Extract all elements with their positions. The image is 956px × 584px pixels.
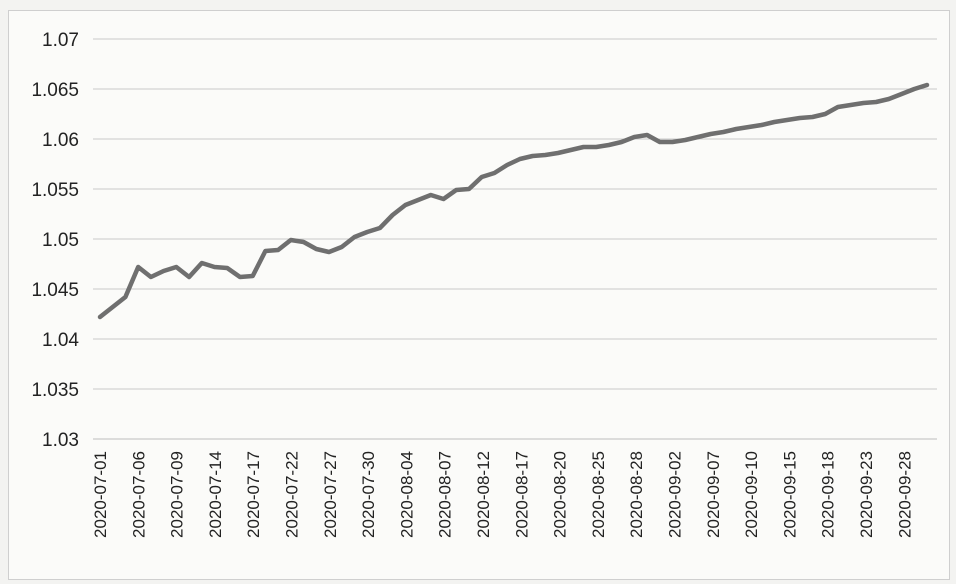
x-tick-label: 2020-09-10 [742, 451, 761, 538]
x-tick-label: 2020-07-14 [206, 451, 225, 538]
x-tick-label: 2020-09-18 [819, 451, 838, 538]
x-tick-label: 2020-08-07 [436, 451, 455, 538]
series-layer [97, 82, 930, 320]
x-tick-label: 2020-08-20 [551, 451, 570, 538]
x-tick-label: 2020-07-06 [129, 451, 148, 538]
y-tick-label: 1.03 [42, 430, 79, 451]
y-tick-label: 1.045 [31, 280, 79, 301]
line-chart: 1.07 1.065 1.06 1.055 1.05 1.045 1.04 1.035 1.03… [31, 30, 937, 538]
x-tick-label: 2020-08-04 [397, 451, 416, 538]
x-tick-label: 2020-07-27 [321, 451, 340, 538]
x-tick-label: 2020-09-15 [780, 451, 799, 538]
y-tick-label: 1.05 [42, 230, 79, 251]
x-axis-ticks: 2020-07-01 2020-07-06 2020-07-09 2020-07-14… [91, 451, 914, 538]
y-tick-label: 1.07 [42, 30, 79, 51]
x-tick-label: 2020-09-23 [857, 451, 876, 538]
x-tick-label: 2020-08-28 [627, 451, 646, 538]
x-tick-label: 2020-09-07 [704, 451, 723, 538]
gridlines [93, 38, 937, 390]
x-tick-label: 2020-09-02 [666, 451, 685, 538]
y-tick-label: 1.06 [42, 130, 79, 151]
y-tick-label: 1.055 [31, 180, 79, 201]
x-tick-label: 2020-09-28 [895, 451, 914, 538]
x-tick-label: 2020-08-25 [589, 451, 608, 538]
series-line [97, 82, 930, 320]
x-tick-label: 2020-07-01 [91, 451, 110, 538]
x-tick-label: 2020-08-12 [474, 451, 493, 538]
x-tick-label: 2020-07-09 [168, 451, 187, 538]
y-tick-label: 1.035 [31, 380, 79, 401]
x-tick-label: 2020-08-17 [512, 451, 531, 538]
y-axis-ticks: 1.07 1.065 1.06 1.055 1.05 1.045 1.04 1.035 1.03 [31, 30, 79, 451]
y-tick-label: 1.04 [42, 330, 79, 351]
y-tick-label: 1.065 [31, 80, 79, 101]
x-tick-label: 2020-07-17 [244, 451, 263, 538]
x-tick-label: 2020-07-22 [283, 451, 302, 538]
chart-frame: 1.07 1.065 1.06 1.055 1.05 1.045 1.04 1.035 1.03… [8, 10, 950, 580]
x-tick-label: 2020-07-30 [359, 451, 378, 538]
